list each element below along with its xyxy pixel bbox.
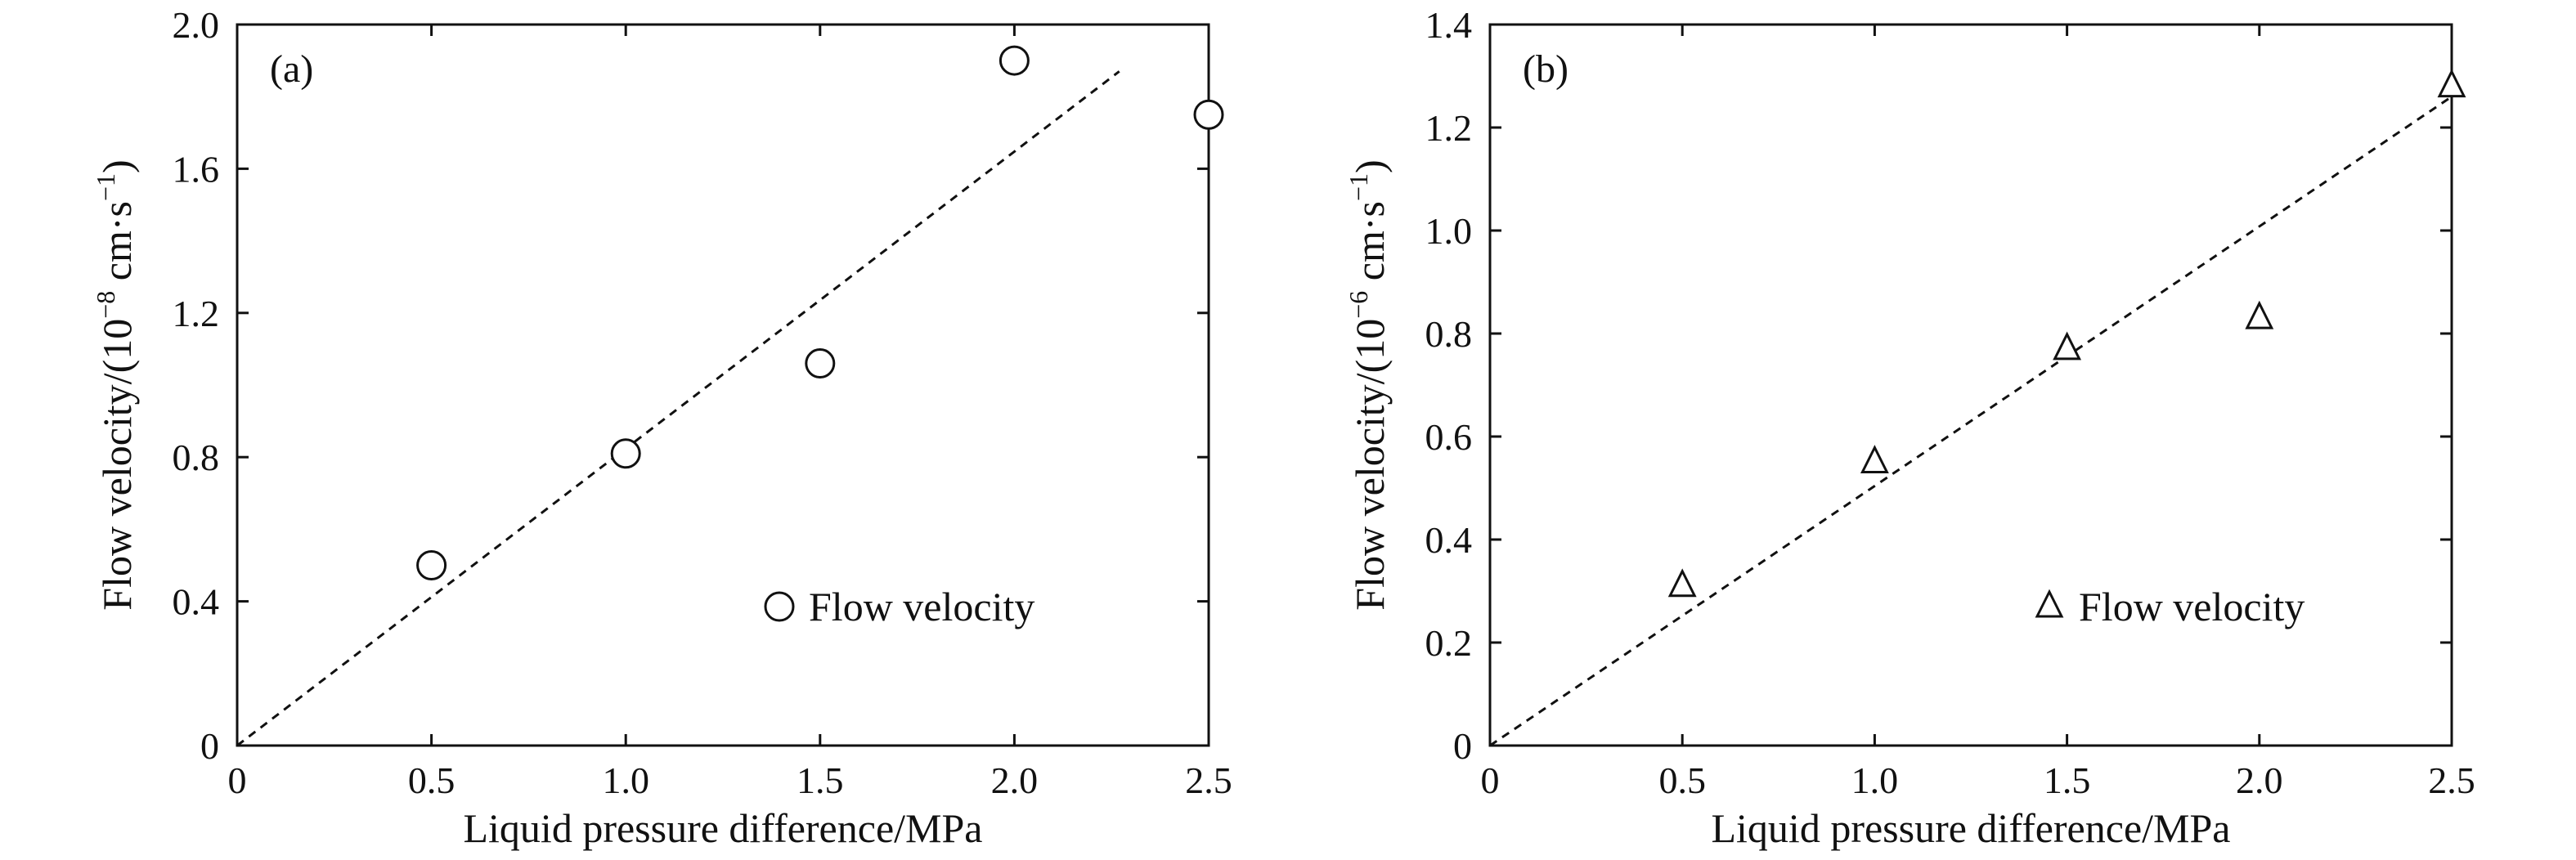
x-tick-label: 0: [1481, 759, 1500, 801]
data-point: [416, 550, 447, 580]
y-axis-label: Flow velocity/(10−6 cm·s−1): [1344, 159, 1393, 610]
y-tick-label: 0.4: [173, 581, 220, 623]
plot-frame: [1488, 23, 2453, 747]
data-point: [2053, 331, 2082, 361]
x-tick-label: 2.5: [1185, 759, 1232, 801]
data-point: [805, 348, 836, 379]
x-tick-label: 2.5: [2428, 759, 2475, 801]
y-tick-label: 1.2: [1425, 107, 1473, 149]
panel-label: (a): [270, 47, 313, 91]
y-tick-label: 2.0: [173, 4, 220, 46]
y-tick-label: 1.2: [173, 293, 220, 334]
legend-marker: [2035, 589, 2064, 618]
fit-line: [236, 70, 1120, 747]
y-axis-label-part: ): [94, 159, 140, 173]
x-tick-label: 0.5: [408, 759, 456, 801]
x-tick-label: 2.0: [2236, 759, 2283, 801]
x-tick-label: 2.0: [991, 759, 1039, 801]
y-tick-label: 1.4: [1425, 4, 1473, 46]
y-tick-label: 0: [200, 725, 219, 767]
y-axis-label-part: −1: [1344, 173, 1373, 201]
data-point: [999, 45, 1030, 76]
y-tick-label: 0.6: [1425, 416, 1473, 458]
legend-label: Flow velocity: [809, 584, 1034, 629]
x-axis-label: Liquid pressure difference/MPa: [464, 805, 983, 851]
y-axis-label: Flow velocity/(10−8 cm·s−1): [91, 159, 140, 610]
x-tick-label: 1.5: [797, 759, 844, 801]
data-point: [2245, 300, 2274, 329]
panel-label: (b): [1523, 47, 1568, 91]
data-point: [1667, 568, 1697, 598]
y-axis-label-part: cm·s: [1347, 201, 1393, 291]
fit-line: [1489, 95, 2453, 747]
legend-label: Flow velocity: [2079, 584, 2304, 629]
x-tick-label: 1.0: [602, 759, 649, 801]
x-tick-label: 0.5: [1658, 759, 1706, 801]
x-tick-label: 1.5: [2044, 759, 2091, 801]
y-tick-label: 0.8: [1425, 313, 1473, 355]
data-point: [1860, 445, 1889, 473]
x-tick-label: 0: [228, 759, 247, 801]
data-point: [2437, 69, 2466, 98]
y-axis-label-part: Flow velocity/(10: [94, 319, 140, 611]
y-axis-label-part: −8: [91, 291, 120, 319]
y-tick-label: 1.0: [1425, 210, 1473, 252]
y-axis-label-part: ): [1347, 159, 1393, 173]
x-axis-label: Liquid pressure difference/MPa: [1712, 805, 2231, 851]
y-tick-label: 0: [1453, 725, 1472, 767]
y-tick-label: 1.6: [173, 148, 220, 190]
legend-marker: [764, 591, 795, 622]
y-tick-label: 0.8: [173, 437, 220, 478]
y-axis-label-part: −6: [1344, 291, 1373, 319]
y-tick-label: 0.2: [1425, 622, 1473, 664]
data-point: [610, 438, 641, 469]
y-axis-label-part: Flow velocity/(10: [1347, 319, 1393, 611]
data-point: [1193, 99, 1224, 130]
plot-frame: [236, 23, 1210, 747]
y-axis-label-part: −1: [91, 173, 120, 201]
y-tick-label: 0.4: [1425, 519, 1473, 561]
x-tick-label: 1.0: [1851, 759, 1899, 801]
y-axis-label-part: cm·s: [94, 201, 140, 291]
chart-panel-b: 0 0.5 1.0 1.5 2.0 2.5 0 0.2 0.4 0.6 0.8 1.0 1.2 1.4 Li…: [1344, 4, 2475, 851]
